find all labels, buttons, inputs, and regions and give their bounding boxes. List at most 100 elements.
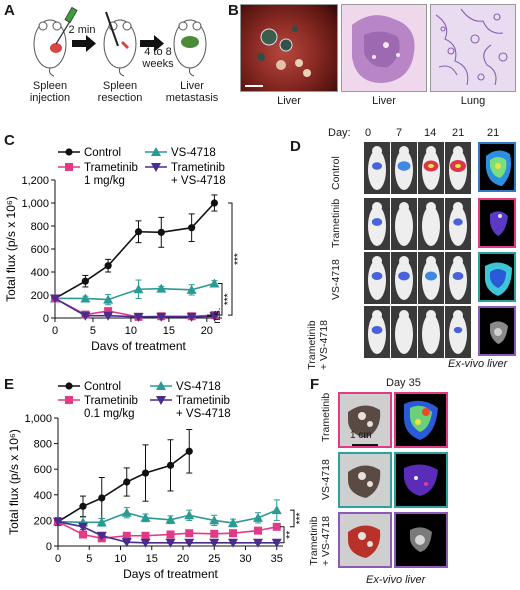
legend-marker: [156, 381, 166, 390]
x-tick-label: 30: [239, 553, 251, 565]
row-label-combo-f: Trametinib + VS-4718: [308, 516, 332, 566]
y-axis-label: Total flux (p/s x 10⁶): [4, 196, 18, 302]
day-header-21: 21: [452, 127, 465, 139]
data-point: [209, 538, 220, 548]
row-label-combo: Trametinib + VS-4718: [306, 320, 330, 370]
legend-marker: [65, 163, 73, 171]
data-point: [104, 307, 113, 316]
legend-label: Trametinib: [84, 395, 138, 407]
bioluminescence-mouse-image: [364, 198, 390, 250]
data-point: [209, 312, 220, 322]
legend-label: Control: [84, 381, 121, 393]
liver-histology-image: [341, 4, 427, 92]
data-point: [228, 538, 238, 548]
bioluminescence-mouse-image: [418, 252, 444, 304]
data-point: [184, 510, 195, 520]
data-point: [156, 283, 167, 293]
x-tick-label: 25: [208, 553, 220, 565]
data-point: [184, 538, 195, 548]
data-point: [79, 530, 87, 539]
data-point: [165, 538, 176, 548]
significance-label: **: [285, 531, 296, 539]
series-vs-4718: [50, 278, 220, 306]
bioluminescence-mouse-image: [445, 198, 471, 250]
bioluminescence-mouse-image: [418, 142, 444, 194]
row-label-vs4718: VS-4718: [330, 259, 342, 300]
data-point: [103, 294, 114, 304]
bioluminescence-mouse-image: [418, 306, 444, 358]
data-point: [166, 530, 175, 539]
arrow-label-2min: 2 min: [68, 24, 96, 36]
data-point: [79, 502, 87, 510]
series-control: [51, 194, 219, 303]
chart-c: 0 200 400 600 800 1,000 1,200 0 5 10 15 20 Days of t…: [4, 147, 244, 350]
row-label-trametinib: Trametinib: [330, 198, 342, 248]
data-point: [78, 522, 88, 532]
bioluminescence-mouse-image: [418, 198, 444, 250]
day-header-7: 7: [396, 127, 403, 139]
y-tick-label: 0: [43, 313, 49, 325]
exvivo-liver-photo: [338, 392, 392, 448]
data-point: [50, 294, 60, 304]
data-point: [254, 526, 262, 535]
chart-e: 0 200 400 600 800 1,000 0 5 10 15 20 25 30 35 Days of …: [7, 381, 305, 581]
y-tick-label: 1,200: [21, 175, 49, 187]
significance-label: ***: [223, 293, 234, 305]
data-point: [80, 293, 91, 303]
data-point: [141, 469, 150, 477]
data-point: [186, 284, 197, 294]
bioluminescence-mouse-image: [445, 252, 471, 304]
arrow-icon: [72, 35, 96, 52]
day-header-label: Day:: [328, 127, 351, 139]
series-line: [54, 202, 215, 300]
data-point: [81, 277, 89, 285]
bioluminescence-mouse-image: [364, 252, 390, 304]
data-point: [134, 228, 143, 236]
data-point: [228, 517, 238, 527]
x-tick-label: 10: [125, 325, 137, 337]
legend-marker: [156, 396, 166, 405]
caption-liver-histology: Liver: [372, 95, 396, 107]
data-point: [122, 531, 131, 540]
significance-bracket: [228, 202, 233, 316]
caption-liver-photo: Liver: [277, 95, 301, 107]
data-point: [209, 515, 220, 525]
data-point: [271, 538, 282, 548]
caption-lung-histology: Lung: [460, 95, 486, 107]
step-label-metastasis: Liver metastasis: [165, 80, 219, 104]
y-tick-label: 600: [34, 464, 52, 476]
x-tick-label: 15: [146, 553, 158, 565]
arrow-label-weeks: 4 to 8 weeks: [142, 46, 174, 70]
exvivo-liver-image: [478, 306, 516, 356]
data-point: [123, 478, 131, 486]
mouse-icon: [33, 19, 67, 77]
bioluminescence-mouse-image: [364, 142, 390, 194]
syringe-icon: [55, 6, 78, 45]
legend-marker: [65, 396, 73, 404]
data-point: [253, 538, 263, 548]
x-tick-label: 10: [114, 553, 126, 565]
data-point: [188, 224, 196, 232]
liver-photo: [240, 4, 338, 92]
x-tick-label: 0: [52, 325, 58, 337]
x-tick-label: 35: [271, 553, 283, 565]
mouse-icon: [103, 19, 137, 77]
data-point: [121, 507, 132, 517]
data-point: [157, 228, 165, 236]
lung-histology-image: [430, 4, 516, 92]
data-point: [253, 512, 263, 522]
bioluminescence-mouse-image: [391, 252, 417, 304]
day-header-0: 0: [365, 127, 372, 139]
series-trametinib-0-1-mg-kg: [54, 517, 281, 543]
y-tick-label: 1,000: [21, 198, 49, 210]
legend-label: Trametinib: [171, 162, 225, 174]
legend-label: 0.1 mg/kg: [84, 408, 135, 420]
data-point: [210, 199, 219, 207]
arrow-icon: [140, 35, 164, 52]
legend-label: VS-4718: [171, 147, 216, 159]
row-label-vs4718-f: VS-4718: [320, 459, 332, 500]
data-point: [165, 514, 176, 524]
significance-bracket: [290, 509, 295, 528]
data-point: [96, 517, 107, 527]
data-point: [185, 529, 194, 538]
